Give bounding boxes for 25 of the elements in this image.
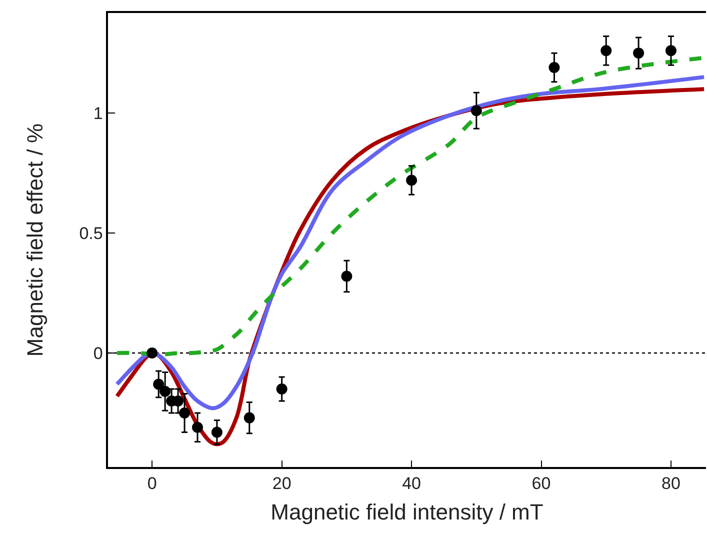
y-tick-label: 0.5 bbox=[79, 224, 103, 243]
y-tick-label: 0 bbox=[93, 344, 103, 363]
x-tick-label: 80 bbox=[662, 474, 680, 494]
point bbox=[146, 348, 158, 359]
point bbox=[211, 426, 222, 438]
y-axis-title: Magnetic field effect / % bbox=[22, 123, 48, 357]
x-tick-label: 20 bbox=[272, 474, 292, 494]
point bbox=[160, 386, 171, 397]
y-tick-label: 1 bbox=[93, 104, 103, 124]
x-axis-title: Magnetic field intensity / mT bbox=[270, 500, 544, 525]
point bbox=[179, 408, 190, 419]
point bbox=[470, 105, 482, 116]
point bbox=[153, 378, 164, 390]
point bbox=[548, 62, 560, 73]
x-tick-label: 40 bbox=[402, 474, 421, 494]
point bbox=[276, 384, 288, 395]
point bbox=[600, 45, 612, 56]
point bbox=[665, 45, 676, 56]
x-tick-label: 0 bbox=[147, 474, 157, 494]
point bbox=[406, 174, 418, 186]
point bbox=[192, 422, 204, 433]
point bbox=[633, 48, 644, 59]
point bbox=[244, 412, 255, 424]
point bbox=[341, 270, 352, 282]
x-tick-label: 60 bbox=[532, 474, 551, 494]
